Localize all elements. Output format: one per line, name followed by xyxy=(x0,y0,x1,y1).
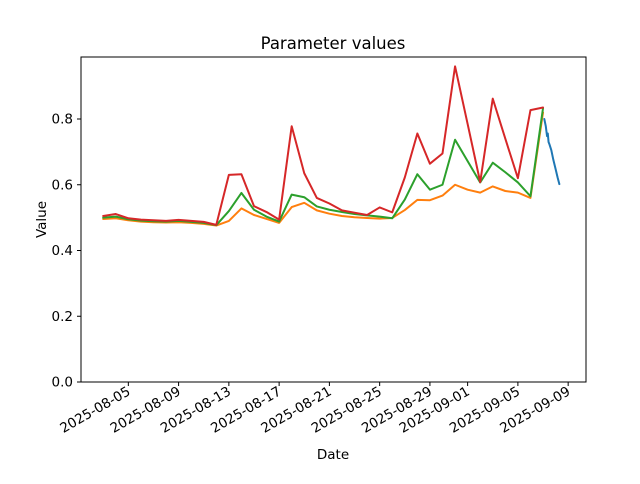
y-tick-label: 0.0 xyxy=(52,375,73,391)
y-tick-label: 0.8 xyxy=(52,112,73,128)
series-blue-line xyxy=(543,118,561,186)
series-layer xyxy=(102,65,561,227)
y-tick-label: 0.4 xyxy=(52,243,73,259)
chart-title: Parameter values xyxy=(261,34,406,53)
plot-area-border xyxy=(80,56,587,383)
y-tick-label: 0.6 xyxy=(52,177,73,193)
series-orange-line xyxy=(102,111,545,227)
x-axis-label: Date xyxy=(317,447,349,463)
y-axis: 0.0 0.2 0.4 0.6 0.8 xyxy=(52,112,81,391)
y-tick-label: 0.2 xyxy=(52,309,73,325)
series-red-line xyxy=(102,65,545,226)
y-axis-label: Value xyxy=(34,201,50,238)
